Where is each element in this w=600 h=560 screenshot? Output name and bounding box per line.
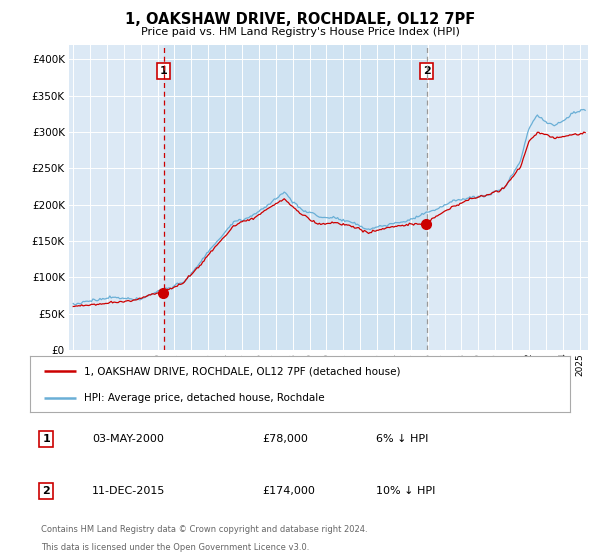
Text: Contains HM Land Registry data © Crown copyright and database right 2024.: Contains HM Land Registry data © Crown c… [41, 525, 367, 534]
Text: Price paid vs. HM Land Registry's House Price Index (HPI): Price paid vs. HM Land Registry's House … [140, 27, 460, 38]
Text: 1, OAKSHAW DRIVE, ROCHDALE, OL12 7PF: 1, OAKSHAW DRIVE, ROCHDALE, OL12 7PF [125, 12, 475, 27]
Text: 1: 1 [160, 66, 167, 76]
Text: £174,000: £174,000 [262, 486, 315, 496]
Text: 2: 2 [43, 486, 50, 496]
Text: 6% ↓ HPI: 6% ↓ HPI [376, 434, 428, 444]
Text: 2: 2 [423, 66, 431, 76]
Text: HPI: Average price, detached house, Rochdale: HPI: Average price, detached house, Roch… [84, 393, 325, 403]
Text: 11-DEC-2015: 11-DEC-2015 [92, 486, 166, 496]
Text: £78,000: £78,000 [262, 434, 308, 444]
Text: This data is licensed under the Open Government Licence v3.0.: This data is licensed under the Open Gov… [41, 543, 309, 552]
Text: 1: 1 [43, 434, 50, 444]
Text: 1, OAKSHAW DRIVE, ROCHDALE, OL12 7PF (detached house): 1, OAKSHAW DRIVE, ROCHDALE, OL12 7PF (de… [84, 366, 401, 376]
Text: 10% ↓ HPI: 10% ↓ HPI [376, 486, 435, 496]
Text: 03-MAY-2000: 03-MAY-2000 [92, 434, 164, 444]
Bar [164, 45, 427, 350]
